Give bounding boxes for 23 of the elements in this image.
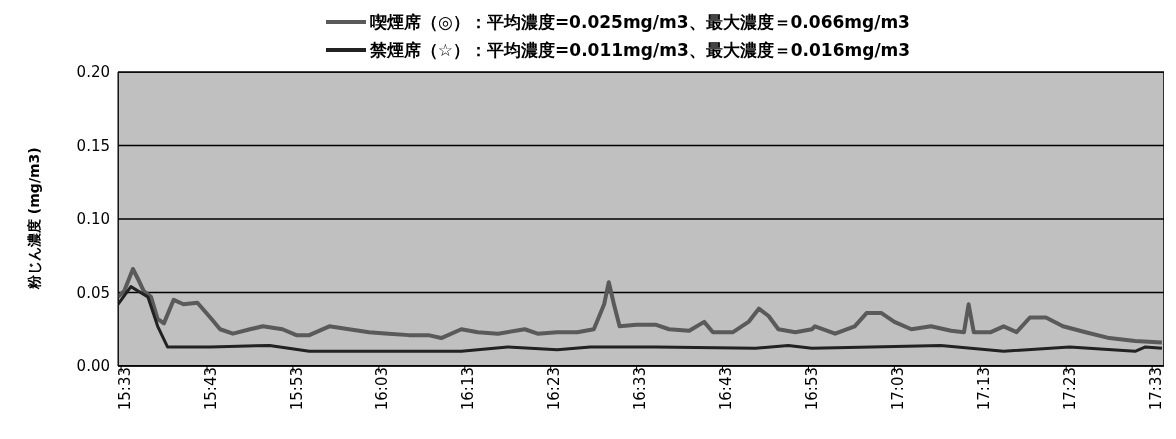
y-tick-label: 0.05 xyxy=(76,283,110,302)
x-tick-label: 15:53 xyxy=(287,367,306,411)
x-tick-label: 17:33 xyxy=(1146,367,1165,411)
x-tick-label: 16:03 xyxy=(373,367,392,411)
legend-label: 禁煙席（☆）：平均濃度=0.011mg/m3、最大濃度＝0.016mg/m3 xyxy=(369,39,911,62)
x-tick-label: 15:43 xyxy=(201,367,220,411)
y-tick-label: 0.10 xyxy=(76,210,110,229)
y-axis-title: 粉じん濃度 (mg/m3) xyxy=(25,147,42,290)
x-tick-label: 16:43 xyxy=(717,367,736,411)
line-series xyxy=(118,266,1164,345)
x-tick-label: 17:23 xyxy=(1060,367,1079,411)
line-series xyxy=(118,285,1164,353)
legend-label: 喫煙席（◎）：平均濃度=0.025mg/m3、最大濃度＝0.066mg/m3 xyxy=(370,11,910,34)
x-tick-label: 17:13 xyxy=(974,367,993,411)
y-tick-label: 0.00 xyxy=(76,357,110,376)
x-tick-label: 16:53 xyxy=(803,367,822,411)
x-tick-label: 16:33 xyxy=(631,367,650,411)
x-tick-label: 16:13 xyxy=(459,367,478,411)
y-tick-label: 0.20 xyxy=(76,63,110,82)
y-tick-label: 0.15 xyxy=(76,136,110,155)
x-tick-label: 16:23 xyxy=(545,367,564,411)
x-tick-label: 15:33 xyxy=(115,367,134,411)
x-tick-label: 17:03 xyxy=(889,367,908,411)
